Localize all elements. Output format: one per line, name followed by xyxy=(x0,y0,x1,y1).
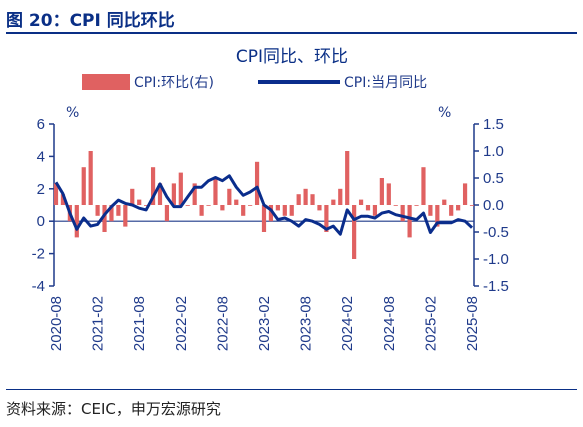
mom-bar xyxy=(241,205,246,216)
mom-bar xyxy=(116,205,121,216)
left-tick-label: -4 xyxy=(32,278,45,295)
legend-bar-swatch xyxy=(82,74,130,90)
mom-bar xyxy=(95,205,100,216)
mom-bar xyxy=(254,161,260,205)
mom-bar xyxy=(324,205,329,232)
mom-bar xyxy=(171,183,176,205)
mom-bar xyxy=(289,205,294,216)
mom-bar xyxy=(123,205,128,227)
x-tick-label: 2020-08 xyxy=(48,296,65,351)
yoy-line xyxy=(54,174,474,236)
x-tick-label: 2022-08 xyxy=(214,296,231,351)
x-tick-label: 2022-02 xyxy=(173,296,190,351)
mom-bar xyxy=(379,178,384,205)
mom-bar xyxy=(74,205,79,238)
left-tick-label: 4 xyxy=(37,148,45,165)
mom-bar xyxy=(144,205,149,206)
title-divider xyxy=(6,32,577,34)
left-tick-label: 0 xyxy=(37,213,45,230)
right-tick-label: 1.5 xyxy=(483,116,504,133)
mom-bar xyxy=(469,205,475,206)
mom-bar xyxy=(303,188,308,205)
figure-title: 图 20：CPI 同比环比 xyxy=(6,11,175,31)
mom-bar xyxy=(60,194,66,205)
mom-bar xyxy=(102,205,107,232)
right-unit-label: % xyxy=(438,105,451,121)
mom-bar xyxy=(164,205,170,222)
mom-bar xyxy=(81,167,86,205)
mom-bar xyxy=(421,167,426,205)
mom-bar xyxy=(310,194,315,205)
mom-bar xyxy=(192,183,197,205)
x-tick-label: 2021-02 xyxy=(90,296,107,351)
mom-bar xyxy=(282,205,287,216)
mom-bar xyxy=(352,205,357,259)
mom-bar xyxy=(331,199,336,205)
mom-bar xyxy=(442,199,447,205)
chart-title: CPI同比、环比 xyxy=(236,47,348,67)
mom-bar xyxy=(407,205,412,238)
mom-bar xyxy=(178,172,183,205)
left-unit-label: % xyxy=(66,105,79,121)
mom-bar xyxy=(462,183,468,205)
right-tick-label: 0.5 xyxy=(483,170,504,187)
mom-bar xyxy=(109,205,114,222)
x-tick-label: 2024-02 xyxy=(339,296,356,351)
mom-bar xyxy=(345,151,350,205)
left-tick-label: -2 xyxy=(32,246,45,263)
mom-bar xyxy=(227,188,232,205)
right-tick-label: 0.0 xyxy=(483,197,504,214)
source-note: 资料来源：CEIC，申万宏源研究 xyxy=(6,400,221,418)
right-tick-label: -0.5 xyxy=(483,224,509,241)
mom-bar xyxy=(365,205,371,211)
mom-bar xyxy=(428,205,433,216)
mom-bar xyxy=(275,205,280,211)
mom-bar xyxy=(213,178,218,205)
x-tick-label: 2025-08 xyxy=(464,296,481,351)
mom-bar xyxy=(268,205,274,222)
mom-bar xyxy=(88,151,93,205)
plot-area: 6 4 2 0 -2 -4 1.5 1.0 0.5 0.0 -0.5 -1.0 -1.5 2020-08 2… xyxy=(32,116,509,351)
mom-bar xyxy=(358,199,364,205)
x-tick-label: 2024-08 xyxy=(381,296,398,351)
cpi-chart: CPI同比、环比 CPI:环比(右) CPI:当月同比 % % 6 4 2 0 -2 -4… xyxy=(32,47,509,351)
mom-bar xyxy=(261,205,267,232)
mom-bar xyxy=(130,188,135,205)
mom-bar xyxy=(456,205,461,211)
mom-bar xyxy=(338,188,343,205)
mom-bar xyxy=(400,205,405,222)
mom-bar xyxy=(449,205,454,216)
mom-bar xyxy=(372,205,378,216)
mom-bar xyxy=(414,205,419,206)
mom-bar xyxy=(317,205,322,211)
mom-bar xyxy=(296,194,301,205)
legend-bar-label: CPI:环比(右) xyxy=(134,75,214,91)
mom-bar xyxy=(53,183,59,205)
mom-bar xyxy=(137,199,142,205)
x-tick-label: 2023-02 xyxy=(256,296,273,351)
right-tick-label: -1.0 xyxy=(483,251,509,268)
x-tick-label: 2021-08 xyxy=(131,296,148,351)
mom-bar xyxy=(435,205,440,227)
right-tick-label: -1.5 xyxy=(483,278,509,295)
mom-bar xyxy=(220,205,225,211)
left-tick-label: 6 xyxy=(37,116,45,133)
right-tick-label: 1.0 xyxy=(483,143,504,160)
mom-bar xyxy=(206,205,211,206)
mom-bar xyxy=(386,183,391,205)
mom-bar xyxy=(157,183,163,205)
mom-bar xyxy=(150,167,156,205)
source-divider xyxy=(6,389,577,390)
mom-bar xyxy=(248,205,253,206)
mom-bar xyxy=(199,205,204,216)
legend-line-label: CPI:当月同比 xyxy=(344,75,427,91)
x-tick-label: 2025-02 xyxy=(422,296,439,351)
mom-bar xyxy=(185,205,190,206)
mom-bar xyxy=(393,205,398,206)
mom-bar xyxy=(234,199,239,205)
left-tick-label: 2 xyxy=(37,181,45,198)
x-tick-label: 2023-08 xyxy=(298,296,315,351)
